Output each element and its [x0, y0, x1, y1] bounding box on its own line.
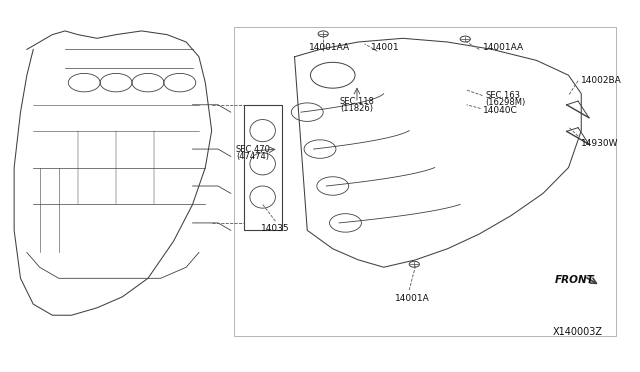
Text: FRONT: FRONT — [554, 275, 595, 285]
Text: (16298M): (16298M) — [486, 99, 526, 108]
Text: (11826): (11826) — [340, 104, 374, 113]
Text: SEC.118: SEC.118 — [340, 97, 374, 106]
Text: 14002BA: 14002BA — [581, 76, 622, 85]
Text: SEC.470: SEC.470 — [236, 145, 271, 154]
Text: SEC.163: SEC.163 — [486, 91, 521, 100]
Text: (47474): (47474) — [236, 152, 269, 161]
Text: 14040C: 14040C — [483, 106, 517, 115]
Text: 14001: 14001 — [371, 43, 399, 52]
Text: 14001A: 14001A — [395, 294, 430, 303]
Text: 14930W: 14930W — [581, 139, 619, 148]
Text: 14001AA: 14001AA — [309, 43, 350, 52]
Text: X140003Z: X140003Z — [553, 327, 603, 337]
Text: 14001AA: 14001AA — [483, 43, 524, 52]
Text: 14035: 14035 — [261, 224, 290, 233]
